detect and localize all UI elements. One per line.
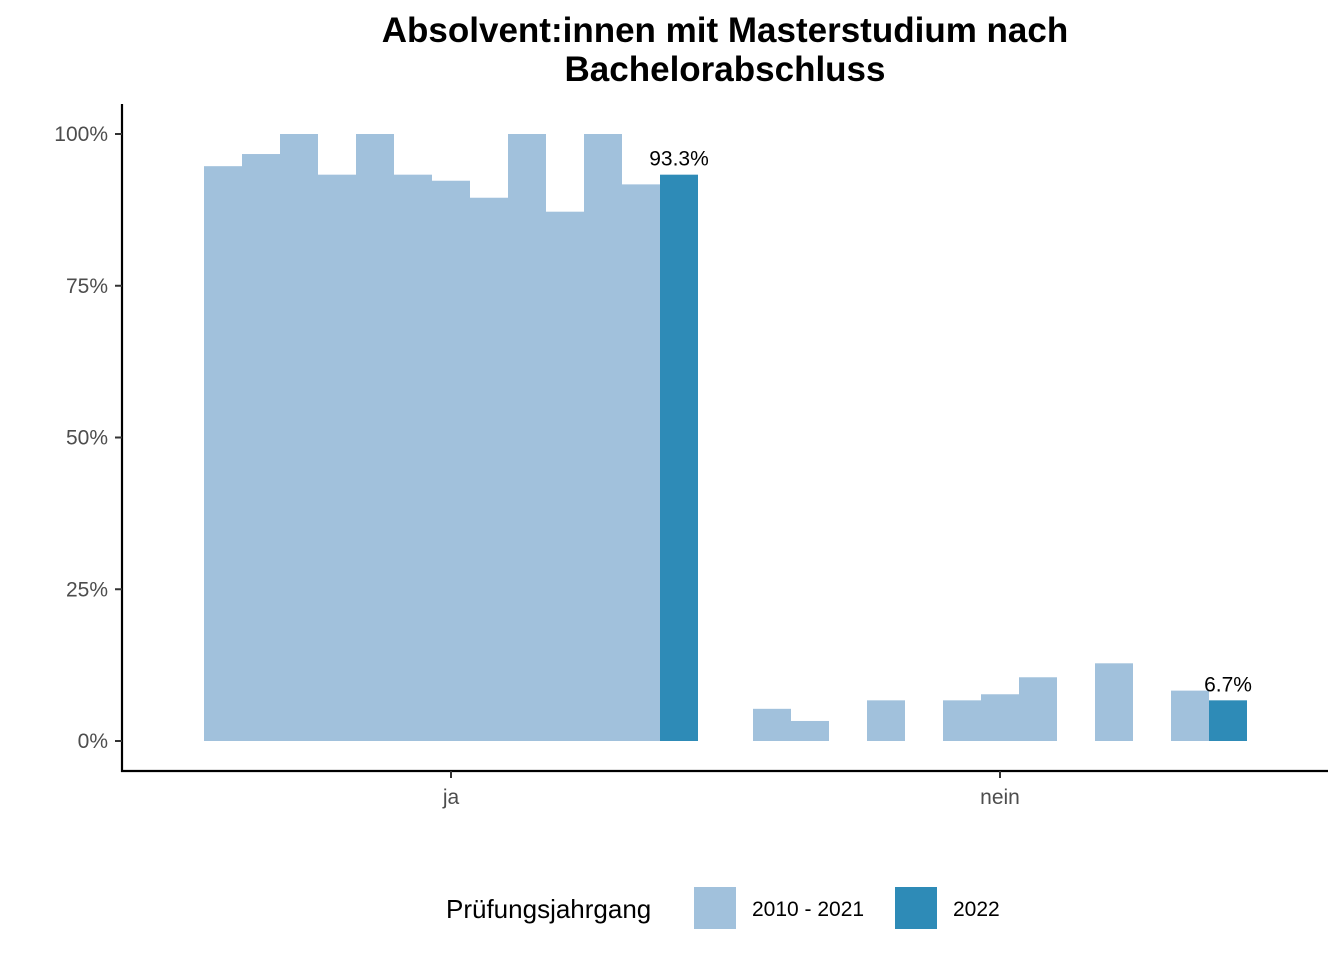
bar-nein-2017 [1019,677,1057,741]
bar-nein-2015 [943,700,981,741]
chart-title-line-1: Absolvent:innen mit Masterstudium nach [382,11,1068,50]
bar-nein-2019 [1095,663,1133,741]
bar-ja-2010 [204,166,242,741]
legend-swatch-2022 [895,887,937,929]
data-label-ja-2022: 93.3% [649,148,709,171]
y-tick-label-50: 50% [66,427,108,450]
data-label-nein-2022: 6.7% [1204,673,1252,696]
bar-ja-2018 [508,134,546,741]
legend-label-2022: 2022 [953,898,1000,921]
bar-ja-2012 [280,134,318,741]
legend-title: Prüfungsjahrgang [446,894,651,924]
bars-layer [204,134,1247,742]
y-tick-label-25: 25% [66,578,108,601]
y-tick-label-100: 100% [54,123,108,146]
x-tick-label-nein: nein [980,786,1020,809]
bar-ja-2021 [622,184,660,742]
bar-ja-2017 [470,197,508,742]
bar-nein-2021 [1171,690,1209,741]
chart-title-line-2: Bachelorabschluss [565,50,886,89]
bar-nein-2016 [981,694,1019,741]
data-labels-layer: 93.3% 6.7% [649,148,1252,697]
y-ticks-layer: 0% 25% 50% 75% 100% [54,123,122,753]
bar-ja-2013 [318,174,356,741]
bar-nein-2013 [867,700,905,741]
bar-ja-2016 [432,180,470,741]
bar-nein-2022 [1209,700,1247,741]
bar-ja-2022 [660,174,698,741]
bar-ja-2014 [356,134,394,741]
bar-nein-2010 [753,708,791,741]
y-tick-label-75: 75% [66,275,108,298]
legend: Prüfungsjahrgang 2010 - 2021 2022 [446,887,1000,929]
bar-nein-2011 [791,720,829,741]
y-tick-label-0: 0% [78,730,108,753]
bar-ja-2011 [242,154,280,741]
x-tick-label-ja: ja [442,786,460,809]
x-ticks-layer: ja nein [442,771,1020,809]
bar-ja-2019 [546,211,584,742]
legend-swatch-2010-2021 [694,887,736,929]
bar-ja-2015 [394,174,432,741]
legend-label-2010-2021: 2010 - 2021 [752,898,864,921]
bar-ja-2020 [584,134,622,741]
